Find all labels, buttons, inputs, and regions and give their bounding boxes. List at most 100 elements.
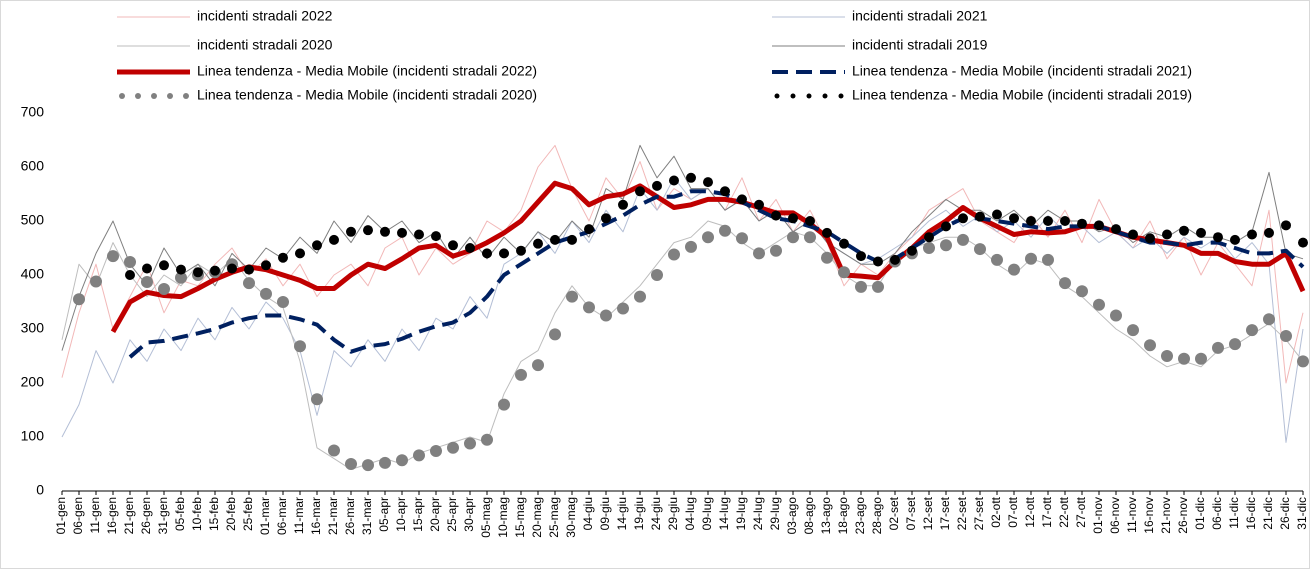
ma-dot xyxy=(362,459,374,472)
ma-dot xyxy=(719,224,731,237)
x-tick-label: 16-gen xyxy=(105,497,119,534)
ma-dot xyxy=(1263,313,1275,326)
ma-dot xyxy=(210,265,220,276)
ma-dot xyxy=(805,216,815,226)
x-tick-label: 06-gen xyxy=(71,497,85,534)
x-tick-label: 24-lug xyxy=(751,497,765,530)
x-tick-label: 25-feb xyxy=(241,497,255,531)
x-tick-label: 10-apr xyxy=(394,497,408,532)
ma-dot xyxy=(1111,224,1121,235)
ma-dot xyxy=(550,234,560,245)
ma-dot xyxy=(600,309,612,322)
ma-dot xyxy=(532,359,544,372)
x-tick-label: 05-apr xyxy=(377,497,391,532)
ma-dot xyxy=(618,199,628,210)
ma-dot xyxy=(1026,216,1036,226)
x-tick-label: 25-apr xyxy=(445,497,459,532)
ma-dot xyxy=(634,290,646,303)
ma-dot xyxy=(1060,216,1070,226)
x-tick-label: 01-nov xyxy=(1091,497,1105,534)
x-tick-label: 20-apr xyxy=(428,497,442,532)
ma-dot xyxy=(447,441,459,454)
ma-dot xyxy=(1297,355,1309,368)
ma-dot xyxy=(703,177,713,188)
x-tick-label: 16-mar xyxy=(309,497,323,535)
legend-swatch xyxy=(135,93,141,99)
ma-dot xyxy=(176,264,186,275)
ma-dot xyxy=(380,226,390,237)
ma-dot xyxy=(1127,324,1139,337)
ma-dot xyxy=(73,293,85,306)
x-tick-label: 11-mar xyxy=(292,497,306,534)
x-tick-label: 15-feb xyxy=(207,497,221,531)
ma-dot xyxy=(243,277,255,290)
ma-dot xyxy=(975,211,985,222)
legend-swatch xyxy=(167,93,173,99)
ma-dot xyxy=(1145,233,1155,244)
trend-line xyxy=(128,189,1305,359)
ma-dot xyxy=(1298,237,1308,248)
ma-dot xyxy=(464,437,476,450)
x-tick-label: 29-lug xyxy=(768,497,782,530)
x-tick-label: 27-set xyxy=(972,496,986,530)
x-tick-label: 21-nov xyxy=(1159,497,1173,534)
ma-dot xyxy=(1280,330,1292,343)
ma-dot xyxy=(838,266,850,279)
ma-dot xyxy=(941,221,951,232)
ma-dot xyxy=(1077,218,1087,229)
ma-dot xyxy=(685,240,697,253)
legend-swatch xyxy=(183,93,189,99)
x-tick-label: 12-set xyxy=(921,496,935,530)
ma-dot xyxy=(193,267,203,278)
x-tick-label: 26-gen xyxy=(139,497,153,534)
ma-dot xyxy=(311,393,323,406)
x-tick-label: 02-set xyxy=(887,496,901,530)
ma-dot xyxy=(329,234,339,245)
ma-dot xyxy=(549,328,561,341)
ma-dot xyxy=(431,231,441,242)
x-tick-label: 12-ott xyxy=(1023,496,1037,527)
ma-dot xyxy=(90,275,102,288)
ma-dot xyxy=(1042,253,1054,266)
ma-dot xyxy=(804,231,816,244)
ma-dot xyxy=(1009,213,1019,224)
x-tick-label: 02-ott xyxy=(989,496,1003,527)
legend-swatch xyxy=(151,93,157,99)
ma-dot xyxy=(158,283,170,296)
legend-label: Linea tendenza - Media Mobile (incidenti… xyxy=(197,87,537,103)
x-tick-label: 31-dic xyxy=(1295,497,1309,530)
ma-dot xyxy=(1162,229,1172,240)
x-tick-label: 07-set xyxy=(904,496,918,530)
legend-label: Linea tendenza - Media Mobile (incidenti… xyxy=(852,87,1192,103)
ma-dot xyxy=(567,234,577,245)
ma-dot xyxy=(328,444,340,457)
x-tick-label: 26-mar xyxy=(343,497,357,535)
ma-dot xyxy=(702,231,714,244)
x-tick-label: 10-feb xyxy=(190,497,204,531)
x-tick-label: 09-lug xyxy=(700,497,714,530)
x-tick-label: 20-feb xyxy=(224,497,238,531)
ma-dot xyxy=(227,263,237,274)
ma-dot xyxy=(1161,350,1173,362)
ma-dot xyxy=(873,256,883,267)
ma-dot xyxy=(142,263,152,274)
x-tick-label: 01-dic xyxy=(1193,497,1207,530)
ma-dot xyxy=(907,245,917,256)
ma-dot xyxy=(499,248,509,259)
legend-swatch xyxy=(822,93,828,99)
x-tick-label: 06-dic xyxy=(1210,497,1224,530)
ma-dot xyxy=(872,280,884,293)
ma-dot xyxy=(601,213,611,224)
ma-dot xyxy=(1213,232,1223,243)
x-tick-label: 13-ago xyxy=(819,497,833,535)
ma-dot xyxy=(448,240,458,251)
x-tick-label: 25-mag xyxy=(547,497,561,538)
ma-dot xyxy=(244,264,254,275)
y-tick-label: 400 xyxy=(21,266,45,282)
ma-dot xyxy=(855,280,867,293)
ma-dot xyxy=(397,227,407,238)
ma-dot xyxy=(379,456,391,469)
ma-dot xyxy=(363,225,373,236)
x-tick-label: 19-lug xyxy=(734,497,748,530)
